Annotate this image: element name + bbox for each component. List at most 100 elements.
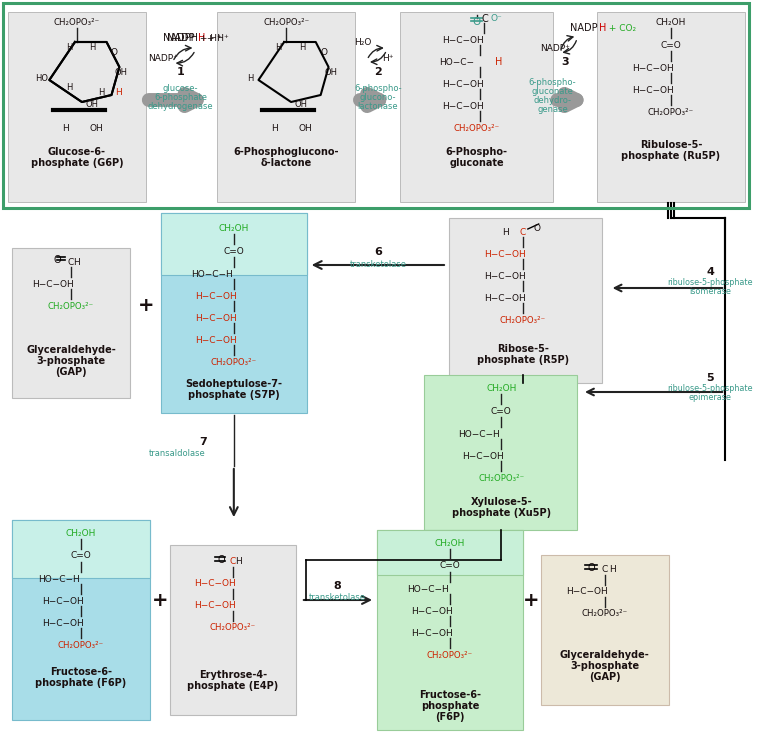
Text: C: C [602,565,608,574]
Text: 6: 6 [374,247,382,257]
Text: CH₂OPO₃²⁻: CH₂OPO₃²⁻ [478,474,524,483]
Text: O: O [111,47,118,57]
Text: H: H [299,43,305,52]
FancyBboxPatch shape [161,213,307,275]
Text: H−C−OH: H−C−OH [632,63,674,72]
Text: H: H [115,88,122,97]
Text: CH₂OPO₃²⁻: CH₂OPO₃²⁻ [210,624,256,632]
Polygon shape [258,42,328,102]
Text: HO−C−H: HO−C−H [38,574,80,584]
Text: H−C−OH: H−C−OH [42,618,84,627]
Text: H₂O: H₂O [354,38,372,46]
Text: HO−C−: HO−C− [440,58,474,66]
Text: glucose-: glucose- [163,83,198,92]
Text: (GAP): (GAP) [589,672,620,682]
Text: 6-Phospho-: 6-Phospho- [446,147,507,157]
Text: + CO₂: + CO₂ [606,24,636,32]
Text: H: H [66,83,72,92]
Text: H−C−OH: H−C−OH [442,80,484,89]
Text: H−C−OH: H−C−OH [485,294,526,303]
FancyBboxPatch shape [8,12,146,202]
Text: CH₂OPO₃²⁻: CH₂OPO₃²⁻ [54,18,100,27]
Text: 3: 3 [562,57,569,67]
Text: C: C [520,227,526,236]
FancyBboxPatch shape [12,520,150,720]
Text: transketolase: transketolase [349,260,406,269]
Text: phosphate (Xu5P): phosphate (Xu5P) [452,508,551,518]
Text: C: C [481,14,488,24]
Text: H⁺: H⁺ [382,53,393,63]
FancyBboxPatch shape [161,213,307,413]
Text: +: + [523,590,539,610]
Text: O: O [53,255,61,265]
Text: (F6P): (F6P) [435,712,465,722]
Text: H−C−OH: H−C−OH [33,280,74,289]
Text: H: H [74,258,80,266]
Text: δ-lactone: δ-lactone [261,158,312,168]
Text: phosphate (F6P): phosphate (F6P) [35,678,126,688]
Text: NADPH: NADPH [163,33,198,43]
Text: H−C−OH: H−C−OH [411,629,453,638]
Text: C: C [68,258,74,266]
Text: gluconate: gluconate [532,86,574,95]
Text: Glyceraldehyde-: Glyceraldehyde- [26,345,116,355]
Text: isomerase: isomerase [690,286,732,295]
Text: 6-Phosphoglucono-: 6-Phosphoglucono- [233,147,339,157]
Text: C=O: C=O [491,407,511,415]
Text: epimerase: epimerase [689,393,732,401]
FancyBboxPatch shape [399,12,552,202]
Text: OH: OH [115,67,128,77]
Text: H−C−OH: H−C−OH [485,272,526,280]
Text: phosphate (S7P): phosphate (S7P) [188,390,280,400]
Text: C=O: C=O [223,246,244,255]
Text: H: H [248,74,254,83]
Text: O: O [472,17,481,27]
Text: (GAP): (GAP) [55,367,87,377]
Text: H−C−OH: H−C−OH [42,596,84,605]
Text: NADP: NADP [167,33,194,43]
Text: H−C−OH: H−C−OH [632,86,674,94]
Text: 6-phospho-: 6-phospho- [529,77,576,86]
Text: 4: 4 [706,267,714,277]
Text: CH₂OPO₃²⁻: CH₂OPO₃²⁻ [58,641,104,649]
Text: 6-phospho-: 6-phospho- [354,83,402,92]
Text: H−C−OH: H−C−OH [195,336,237,345]
Text: H: H [62,123,69,133]
Text: HO−C−H: HO−C−H [459,430,501,438]
FancyBboxPatch shape [597,12,745,202]
Text: C=O: C=O [71,551,91,560]
Text: Ribulose-5-: Ribulose-5- [640,140,702,150]
Text: phosphate (E4P): phosphate (E4P) [187,681,278,691]
FancyBboxPatch shape [449,218,602,383]
Text: CH₂OPO₃²⁻: CH₂OPO₃²⁻ [263,18,309,27]
FancyBboxPatch shape [170,545,296,715]
Text: CH₂OPO₃²⁻: CH₂OPO₃²⁻ [648,108,694,117]
Text: Fructose-6-: Fructose-6- [419,690,481,700]
Text: phosphate (G6P): phosphate (G6P) [30,158,123,168]
Text: Sedoheptulose-7-: Sedoheptulose-7- [185,379,283,389]
Text: C=O: C=O [661,41,681,49]
Text: H−C−OH: H−C−OH [194,579,236,588]
Text: Erythrose-4-: Erythrose-4- [199,670,267,680]
Text: CH₂OPO₃²⁻: CH₂OPO₃²⁻ [48,302,94,311]
Text: CH₂OPO₃²⁻: CH₂OPO₃²⁻ [581,610,628,618]
Text: CH₂OPO₃²⁻: CH₂OPO₃²⁻ [500,316,546,325]
Text: phosphate (Ru5P): phosphate (Ru5P) [621,151,720,161]
Text: H: H [495,57,502,67]
Text: H−C−OH: H−C−OH [485,249,526,258]
Text: CH₂OH: CH₂OH [434,539,465,548]
Text: dehydrogenase: dehydrogenase [148,102,213,111]
Text: H: H [275,43,281,52]
Text: Glucose-6-: Glucose-6- [48,147,106,157]
Text: H: H [197,33,205,43]
Text: H: H [610,565,616,574]
Text: H: H [599,23,607,33]
Text: H: H [271,123,277,133]
Text: H−C−OH: H−C−OH [463,452,504,461]
Text: H−C−OH: H−C−OH [566,587,608,596]
Text: 2: 2 [374,67,382,77]
Text: NADP⁺: NADP⁺ [540,44,571,52]
Text: H−C−OH: H−C−OH [195,314,237,323]
Text: H: H [98,88,105,97]
FancyBboxPatch shape [541,555,669,705]
